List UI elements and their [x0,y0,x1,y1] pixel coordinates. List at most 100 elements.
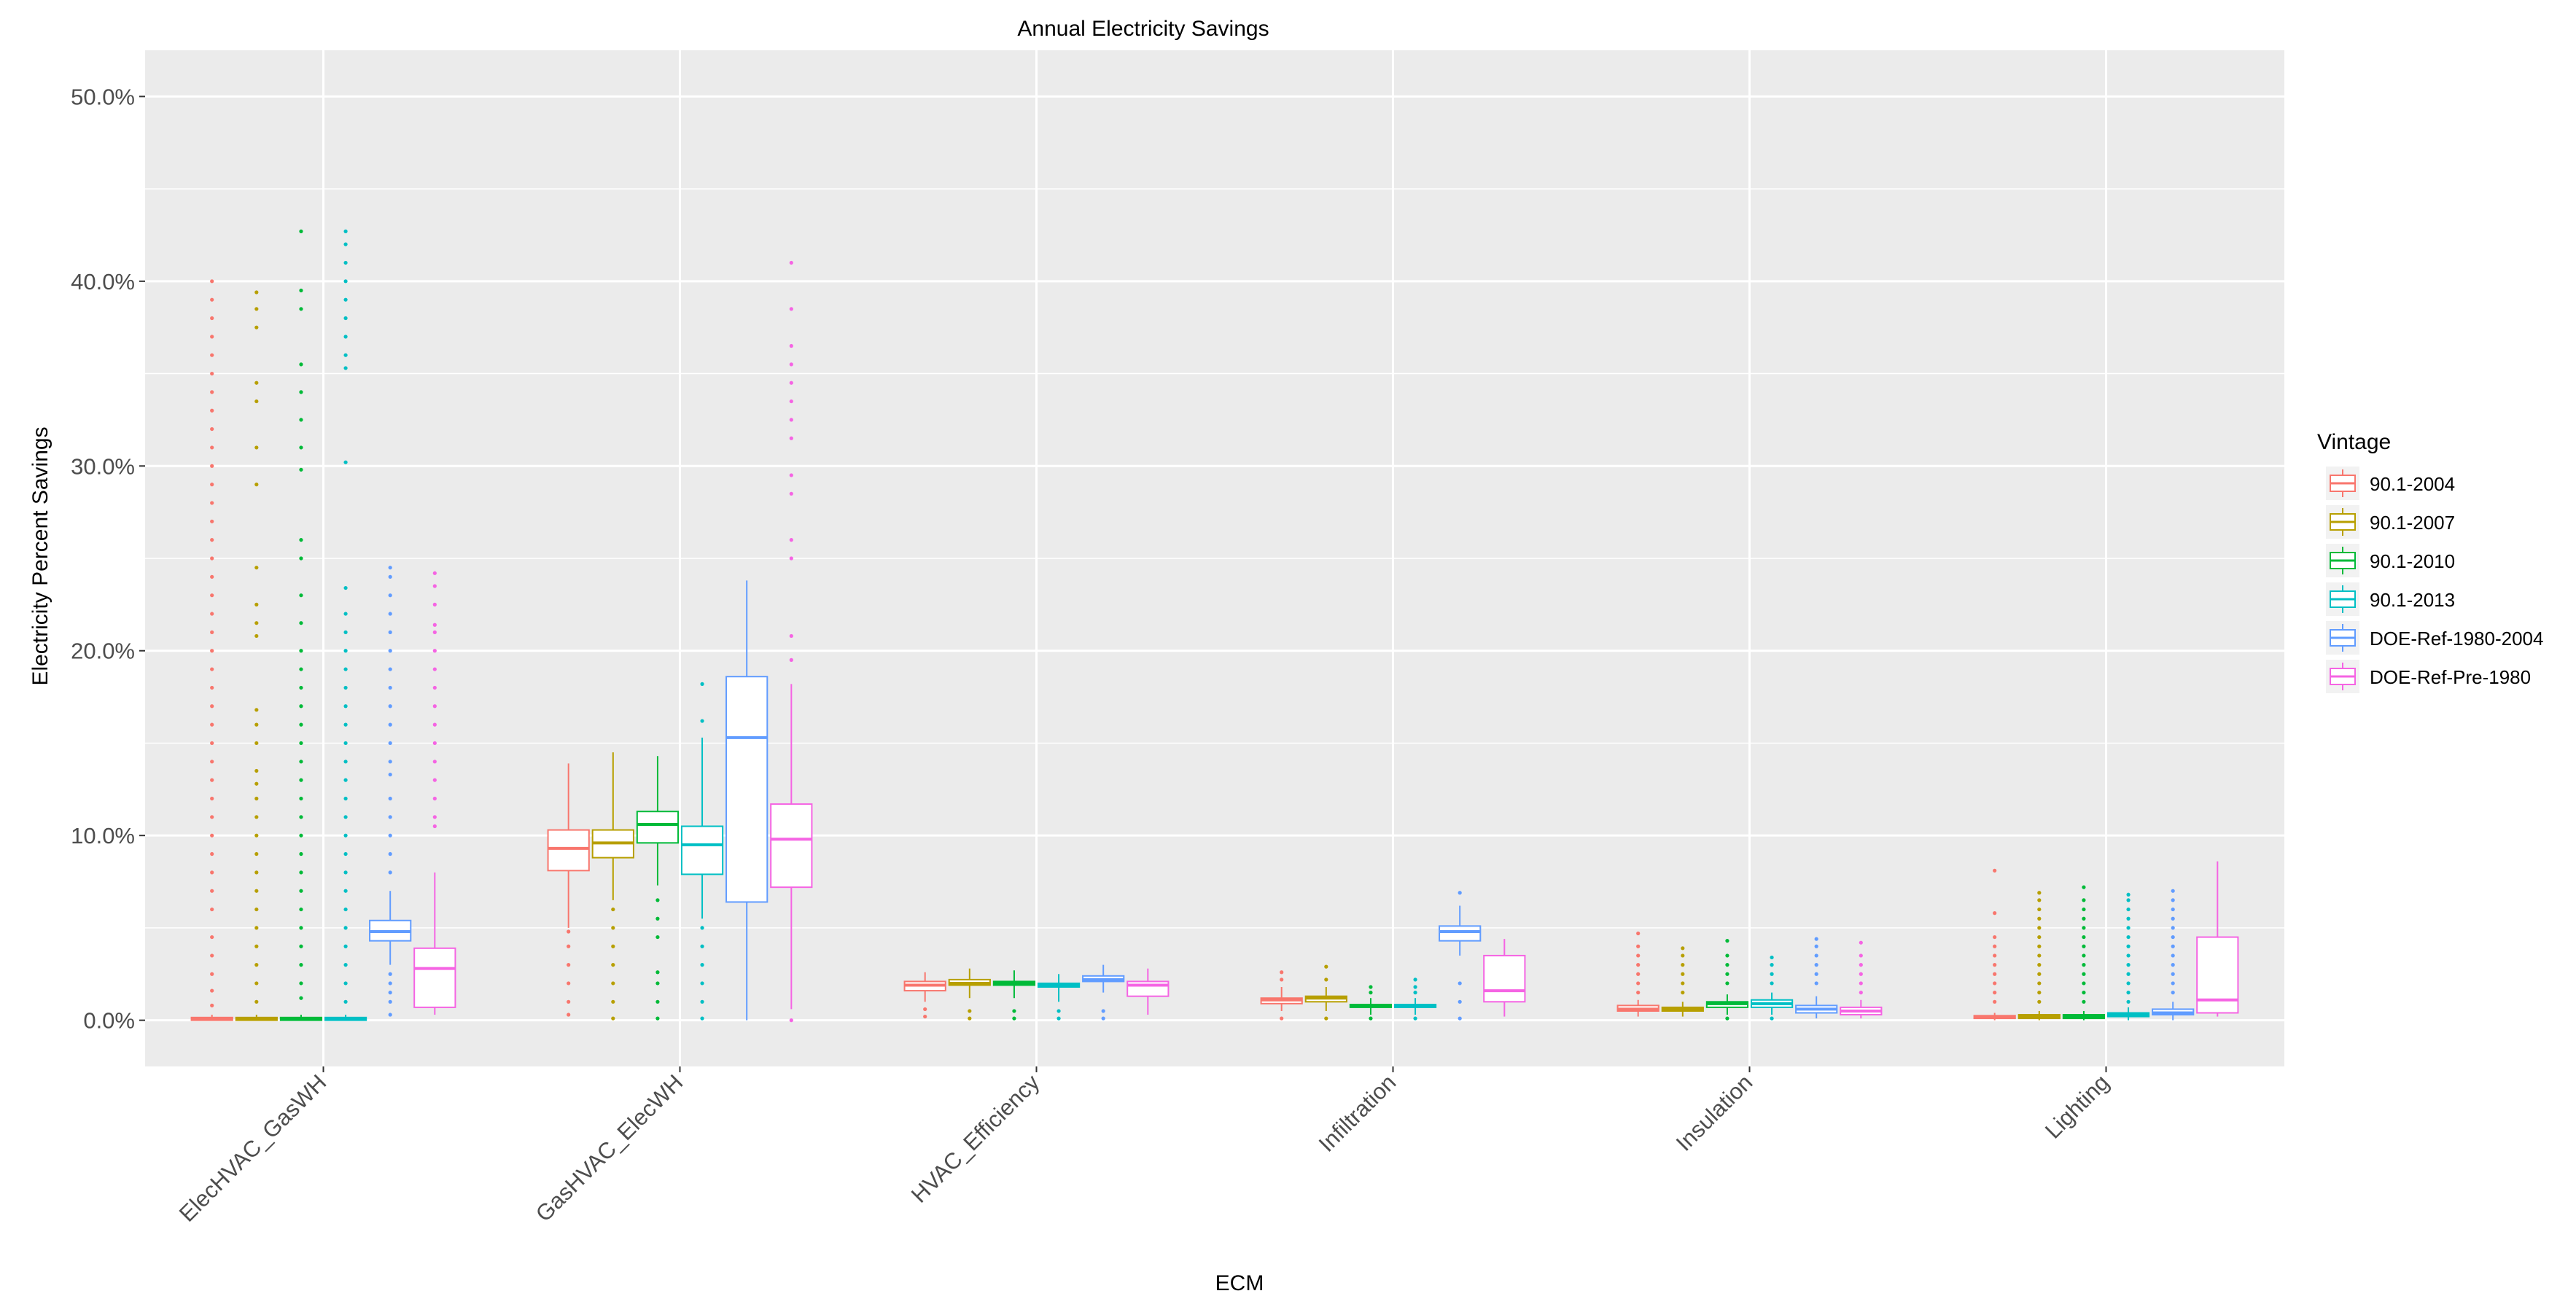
outlier-point [567,981,571,986]
outlier-point [432,630,437,634]
outlier-point [2037,999,2042,1004]
x-axis: ElecHVAC_GasWH GasHVAC_ElecWH HVAC_Efficie… [174,1066,2114,1227]
outlier-point [210,353,214,357]
outlier-point [343,667,348,671]
outlier-point [299,307,303,311]
x-tick-label: Insulation [1671,1069,1758,1156]
outlier-point [210,279,214,284]
outlier-point [2037,991,2042,995]
outlier-point [611,907,615,912]
outlier-point [1280,1016,1284,1021]
outlier-point [210,630,214,634]
outlier-point [1859,953,1863,958]
outlier-point [1369,985,1373,989]
outlier-point [2082,981,2086,986]
outlier-point [700,944,704,948]
outlier-point [789,381,793,385]
box [1483,954,1526,1003]
outlier-point [343,963,348,967]
outlier-point [2037,891,2042,895]
outlier-point [210,408,214,413]
outlier-point [1636,953,1641,958]
outlier-point [567,929,571,934]
legend-label: 90.1-2004 [2370,473,2455,495]
outlier-point [254,325,259,329]
box [2196,936,2239,1014]
outlier-point [210,889,214,893]
outlier-point [2082,907,2086,912]
outlier-point [2171,991,2175,995]
outlier-point [655,970,660,975]
x-tick-label: GasHVAC_ElecWH [531,1069,688,1227]
outlier-point [210,741,214,746]
outlier-point [210,390,214,394]
outlier-point [299,467,303,472]
outlier-point [1814,972,1818,976]
outlier-point [388,991,392,995]
outlier-point [299,556,303,561]
outlier-point [789,260,793,265]
outlier-point [2082,999,2086,1004]
outlier-point [2171,926,2175,930]
x-tick-label: ElecHVAC_GasWH [174,1069,332,1227]
outlier-point [1636,991,1641,995]
outlier-point [1725,953,1729,958]
outlier-point [210,685,214,690]
outlier-point [2037,972,2042,976]
outlier-point [299,418,303,422]
outlier-point [2126,963,2131,967]
outlier-point [1681,963,1685,967]
outlier-point [299,981,303,986]
outlier-point [2082,944,2086,948]
outlier-point [1636,931,1641,936]
outlier-point [2126,999,2131,1004]
outlier-point [1993,963,1997,967]
outlier-point [1636,981,1641,986]
outlier-point [343,870,348,875]
outlier-point [388,612,392,616]
x-tick-label: Lighting [2040,1069,2114,1144]
outlier-point [299,649,303,653]
outlier-point [210,371,214,376]
legend-label: 90.1-2013 [2370,589,2455,611]
outlier-point [299,722,303,727]
outlier-point [210,722,214,727]
outlier-point [299,621,303,625]
outlier-point [968,1009,972,1013]
outlier-point [789,307,793,311]
outlier-point [1413,978,1417,982]
outlier-point [210,907,214,912]
outlier-point [210,972,214,976]
outlier-point [1725,972,1729,976]
outlier-point [1859,991,1863,995]
outlier-point [1101,1016,1105,1021]
outlier-point [700,926,704,930]
outlier-point [2171,953,2175,958]
outlier-point [923,1014,927,1019]
outlier-point [1681,946,1685,951]
outlier-point [789,556,793,561]
outlier-point [254,399,259,404]
outlier-point [655,1016,660,1021]
outlier-point [1993,972,1997,976]
outlier-point [254,981,259,986]
outlier-point [1859,963,1863,967]
outlier-point [388,981,392,986]
outlier-point [388,772,392,777]
outlier-point [1057,1009,1061,1013]
grid-lines [145,50,2284,1066]
y-tick-label: 0.0% [83,1008,135,1034]
outlier-point [1770,955,1774,960]
outlier-point [789,538,793,542]
outlier-point [343,229,348,233]
legend-label: 90.1-2010 [2370,550,2455,572]
outlier-point [2171,916,2175,921]
outlier-point [432,760,437,764]
outlier-point [2037,963,2042,967]
outlier-point [299,704,303,709]
outlier-point [299,229,303,233]
outlier-point [343,741,348,746]
outlier-point [254,708,259,712]
outlier-point [2126,916,2131,921]
outlier-point [299,538,303,542]
